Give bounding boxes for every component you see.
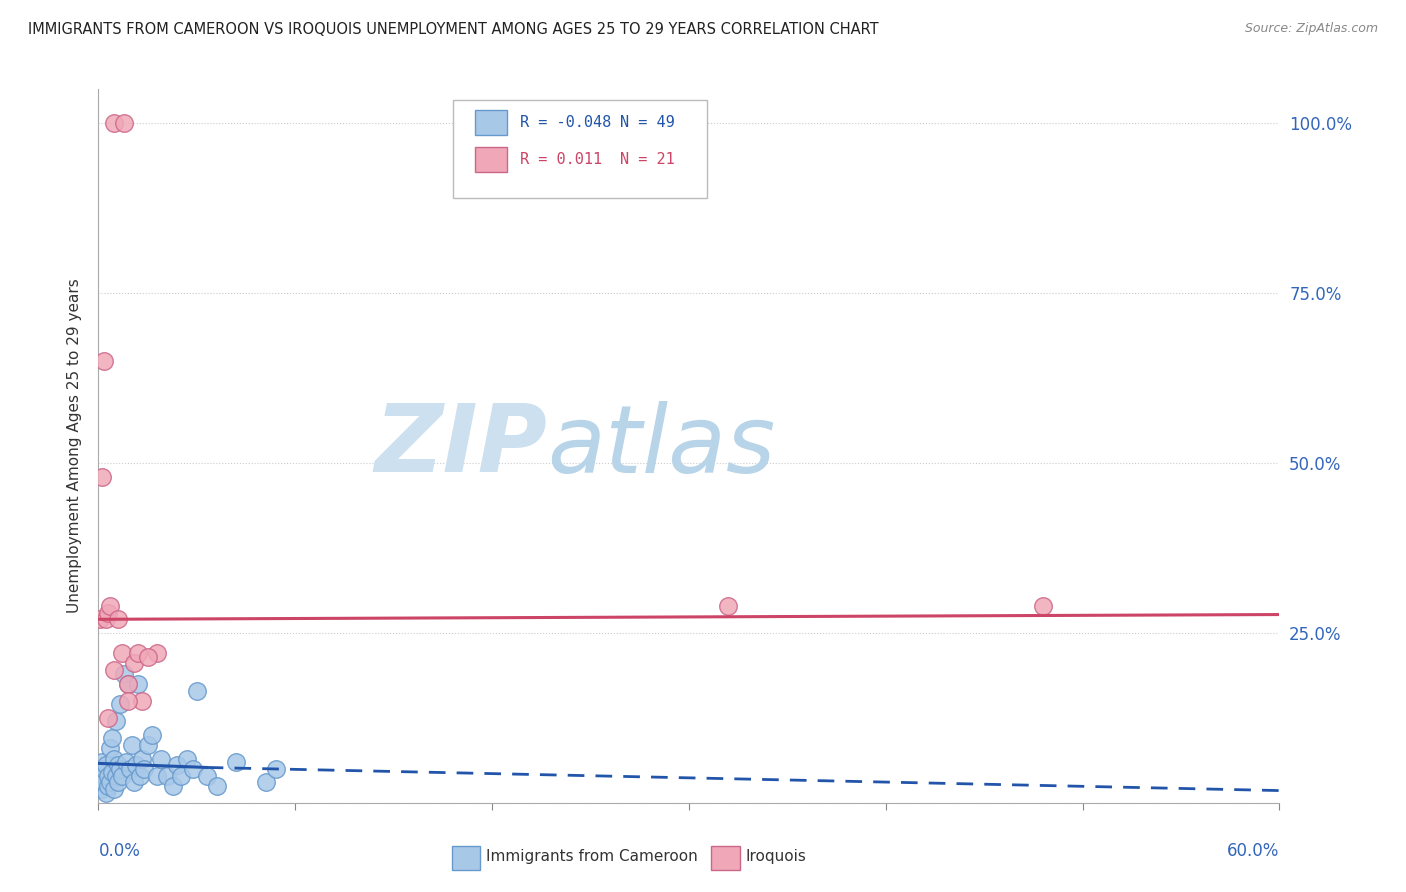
Point	[117, 677, 139, 691]
Point	[105, 714, 128, 729]
Point	[128, 769, 150, 783]
Point	[98, 775, 121, 789]
Point	[131, 694, 153, 708]
Point	[101, 765, 124, 780]
Point	[162, 779, 184, 793]
Point	[93, 762, 115, 776]
Point	[254, 775, 277, 789]
Text: N = 49: N = 49	[620, 115, 675, 130]
Point	[118, 762, 141, 776]
Point	[111, 769, 134, 783]
Point	[141, 728, 163, 742]
Point	[91, 755, 114, 769]
Point	[115, 755, 138, 769]
Point	[91, 469, 114, 483]
Text: 60.0%: 60.0%	[1227, 842, 1279, 860]
Point	[146, 769, 169, 783]
Point	[181, 762, 204, 776]
Point	[89, 775, 111, 789]
Point	[170, 769, 193, 783]
Point	[96, 786, 118, 800]
Point	[105, 769, 128, 783]
Point	[112, 666, 135, 681]
Point	[127, 677, 149, 691]
Point	[111, 646, 134, 660]
Point	[107, 775, 129, 789]
Text: Iroquois: Iroquois	[745, 849, 807, 863]
Point	[96, 758, 118, 772]
Point	[93, 354, 115, 368]
Point	[176, 751, 198, 765]
Point	[195, 769, 218, 783]
Text: N = 21: N = 21	[620, 153, 675, 168]
FancyBboxPatch shape	[451, 846, 479, 870]
Point	[103, 663, 125, 677]
Point	[264, 762, 287, 776]
Point	[146, 646, 169, 660]
Text: Source: ZipAtlas.com: Source: ZipAtlas.com	[1244, 22, 1378, 36]
Point	[136, 738, 159, 752]
Point	[122, 775, 145, 789]
Point	[97, 779, 120, 793]
Point	[112, 116, 135, 130]
Point	[103, 116, 125, 130]
Point	[117, 694, 139, 708]
Point	[97, 769, 120, 783]
Text: IMMIGRANTS FROM CAMEROON VS IROQUOIS UNEMPLOYMENT AMONG AGES 25 TO 29 YEARS CORR: IMMIGRANTS FROM CAMEROON VS IROQUOIS UNE…	[28, 22, 879, 37]
Point	[136, 649, 159, 664]
Point	[96, 612, 118, 626]
Point	[101, 731, 124, 746]
Point	[131, 751, 153, 765]
Y-axis label: Unemployment Among Ages 25 to 29 years: Unemployment Among Ages 25 to 29 years	[67, 278, 83, 614]
Point	[132, 762, 155, 776]
Point	[205, 779, 228, 793]
Point	[125, 758, 148, 772]
Point	[93, 775, 115, 789]
Point	[98, 599, 121, 613]
Point	[108, 762, 131, 776]
Point	[103, 782, 125, 797]
FancyBboxPatch shape	[453, 100, 707, 198]
Point	[107, 758, 129, 772]
Point	[117, 677, 139, 691]
Text: atlas: atlas	[547, 401, 776, 491]
Text: Immigrants from Cameroon: Immigrants from Cameroon	[486, 849, 697, 863]
Point	[98, 741, 121, 756]
Point	[1032, 599, 1054, 613]
Point	[156, 769, 179, 783]
Point	[717, 599, 740, 613]
Point	[97, 711, 120, 725]
Text: R = 0.011: R = 0.011	[520, 153, 602, 168]
Point	[107, 612, 129, 626]
Point	[89, 612, 111, 626]
Text: ZIP: ZIP	[374, 400, 547, 492]
FancyBboxPatch shape	[475, 147, 508, 172]
Point	[122, 657, 145, 671]
Point	[121, 738, 143, 752]
Text: 0.0%: 0.0%	[98, 842, 141, 860]
Point	[127, 646, 149, 660]
Point	[97, 606, 120, 620]
Point	[108, 698, 131, 712]
Point	[103, 751, 125, 765]
Point	[150, 751, 173, 765]
Point	[186, 683, 208, 698]
FancyBboxPatch shape	[711, 846, 740, 870]
Point	[225, 755, 247, 769]
FancyBboxPatch shape	[475, 111, 508, 136]
Point	[166, 758, 188, 772]
Point	[91, 782, 114, 797]
Text: R = -0.048: R = -0.048	[520, 115, 612, 130]
